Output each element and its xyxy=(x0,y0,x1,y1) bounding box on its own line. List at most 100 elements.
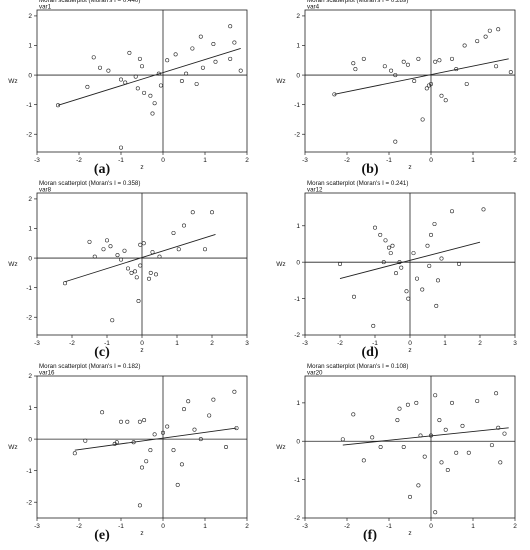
x-tick-label-a: 2 xyxy=(245,157,249,164)
data-point-e xyxy=(171,448,176,453)
data-point-d xyxy=(383,238,388,243)
data-point-c xyxy=(210,210,215,215)
x-tick-label-f: 0 xyxy=(429,523,433,530)
x-tick-label-f: 2 xyxy=(513,523,517,530)
x-tick-label-e: 1 xyxy=(203,523,207,530)
data-point-e xyxy=(211,397,216,402)
data-point-d xyxy=(406,296,411,301)
data-point-c xyxy=(101,247,106,252)
data-point-b xyxy=(416,56,421,61)
data-point-a xyxy=(173,52,178,57)
data-point-f xyxy=(428,433,433,438)
data-point-c xyxy=(122,248,127,253)
data-point-a xyxy=(228,24,233,29)
x-tick-label-b: 1 xyxy=(471,157,475,164)
data-point-d xyxy=(427,263,432,268)
y-tick-label-a: 2 xyxy=(28,13,32,20)
chart-subtitle-c: var8 xyxy=(39,187,52,194)
data-point-d xyxy=(414,276,419,281)
data-point-a xyxy=(232,40,237,45)
fit-line-f xyxy=(342,427,509,446)
data-point-a xyxy=(135,86,140,91)
x-tick-label-b: 0 xyxy=(429,157,433,164)
data-point-e xyxy=(152,432,157,437)
x-tick-label-a: -2 xyxy=(76,157,82,164)
x-tick-label-a: 1 xyxy=(203,157,207,164)
data-point-d xyxy=(449,209,454,214)
data-point-f xyxy=(361,458,366,463)
data-point-b xyxy=(496,27,501,32)
y-tick-label-d: 1 xyxy=(296,223,300,230)
chart-subtitle-f: var20 xyxy=(307,370,323,377)
data-point-b xyxy=(393,139,398,144)
data-point-c xyxy=(115,253,120,258)
x-tick-label-d: -2 xyxy=(337,340,343,347)
data-point-b xyxy=(475,39,480,44)
data-point-a xyxy=(211,42,216,47)
y-tick-label-f: -1 xyxy=(294,477,300,484)
plot-frame-a xyxy=(36,9,248,153)
data-point-f xyxy=(416,483,421,488)
data-point-a xyxy=(55,103,60,108)
data-point-d xyxy=(381,260,386,265)
x-tick-label-a: -3 xyxy=(34,157,40,164)
caption-d: (d) xyxy=(361,345,379,360)
chart-subtitle-d: var12 xyxy=(307,187,323,194)
x-tick-label-e: 2 xyxy=(245,523,249,530)
chart-title-a: Moran scatterplot (Moran's I = 0.440) xyxy=(39,0,140,4)
data-point-c xyxy=(157,254,162,259)
data-point-f xyxy=(502,431,507,436)
x-tick-label-a: 0 xyxy=(161,157,165,164)
y-tick-label-a: -2 xyxy=(26,131,32,138)
data-point-f xyxy=(498,460,503,465)
data-point-d xyxy=(372,225,377,230)
chart-d: Moran scatterplot (Moran's I = 0.241)var… xyxy=(276,180,517,354)
data-point-e xyxy=(232,389,237,394)
data-point-c xyxy=(129,270,134,275)
data-point-b xyxy=(420,117,425,122)
chart-title-e: Moran scatterplot (Moran's I = 0.182) xyxy=(39,363,140,370)
data-point-c xyxy=(87,239,92,244)
x-tick-label-e: 0 xyxy=(161,523,165,530)
data-point-e xyxy=(192,427,197,432)
y-tick-label-e: 0 xyxy=(28,436,32,443)
data-point-b xyxy=(393,73,398,78)
data-point-a xyxy=(198,34,203,39)
data-point-e xyxy=(112,441,117,446)
data-point-a xyxy=(213,59,218,64)
y-tick-label-f: 1 xyxy=(296,400,300,407)
data-point-e xyxy=(131,440,136,445)
data-point-d xyxy=(351,294,356,299)
data-point-b xyxy=(464,81,469,86)
data-point-a xyxy=(200,65,205,70)
data-point-e xyxy=(165,424,170,429)
chart-a: Moran scatterplot (Moran's I = 0.440)var… xyxy=(8,0,249,171)
caption-b: (b) xyxy=(361,162,379,177)
data-point-c xyxy=(119,257,124,262)
chart-subtitle-a: var1 xyxy=(39,4,52,11)
x-tick-label-e: -3 xyxy=(34,523,40,530)
x-tick-label-c: -2 xyxy=(69,340,75,347)
data-point-f xyxy=(437,418,442,423)
data-point-e xyxy=(179,462,184,467)
fit-line-b xyxy=(334,58,509,95)
data-point-d xyxy=(435,278,440,283)
data-point-f xyxy=(351,412,356,417)
y-tick-label-b: -2 xyxy=(294,131,300,138)
data-point-e xyxy=(72,451,77,456)
caption-f: (f) xyxy=(363,528,377,543)
y-tick-label-c: 0 xyxy=(28,255,32,262)
chart-f: Moran scatterplot (Moran's I = 0.108)var… xyxy=(276,363,517,537)
data-point-e xyxy=(207,413,212,418)
data-point-d xyxy=(411,251,416,256)
y-tick-label-e: 1 xyxy=(28,405,32,412)
chart-c: Moran scatterplot (Moran's I = 0.358)var… xyxy=(8,180,249,354)
data-point-f xyxy=(443,427,448,432)
data-point-f xyxy=(414,400,419,405)
y-tick-label-d: -2 xyxy=(294,332,300,339)
data-point-e xyxy=(119,419,124,424)
x-tick-label-d: -1 xyxy=(372,340,378,347)
data-point-a xyxy=(119,77,124,82)
chart-b: Moran scatterplot (Moran's I = 0.289)var… xyxy=(276,0,517,171)
